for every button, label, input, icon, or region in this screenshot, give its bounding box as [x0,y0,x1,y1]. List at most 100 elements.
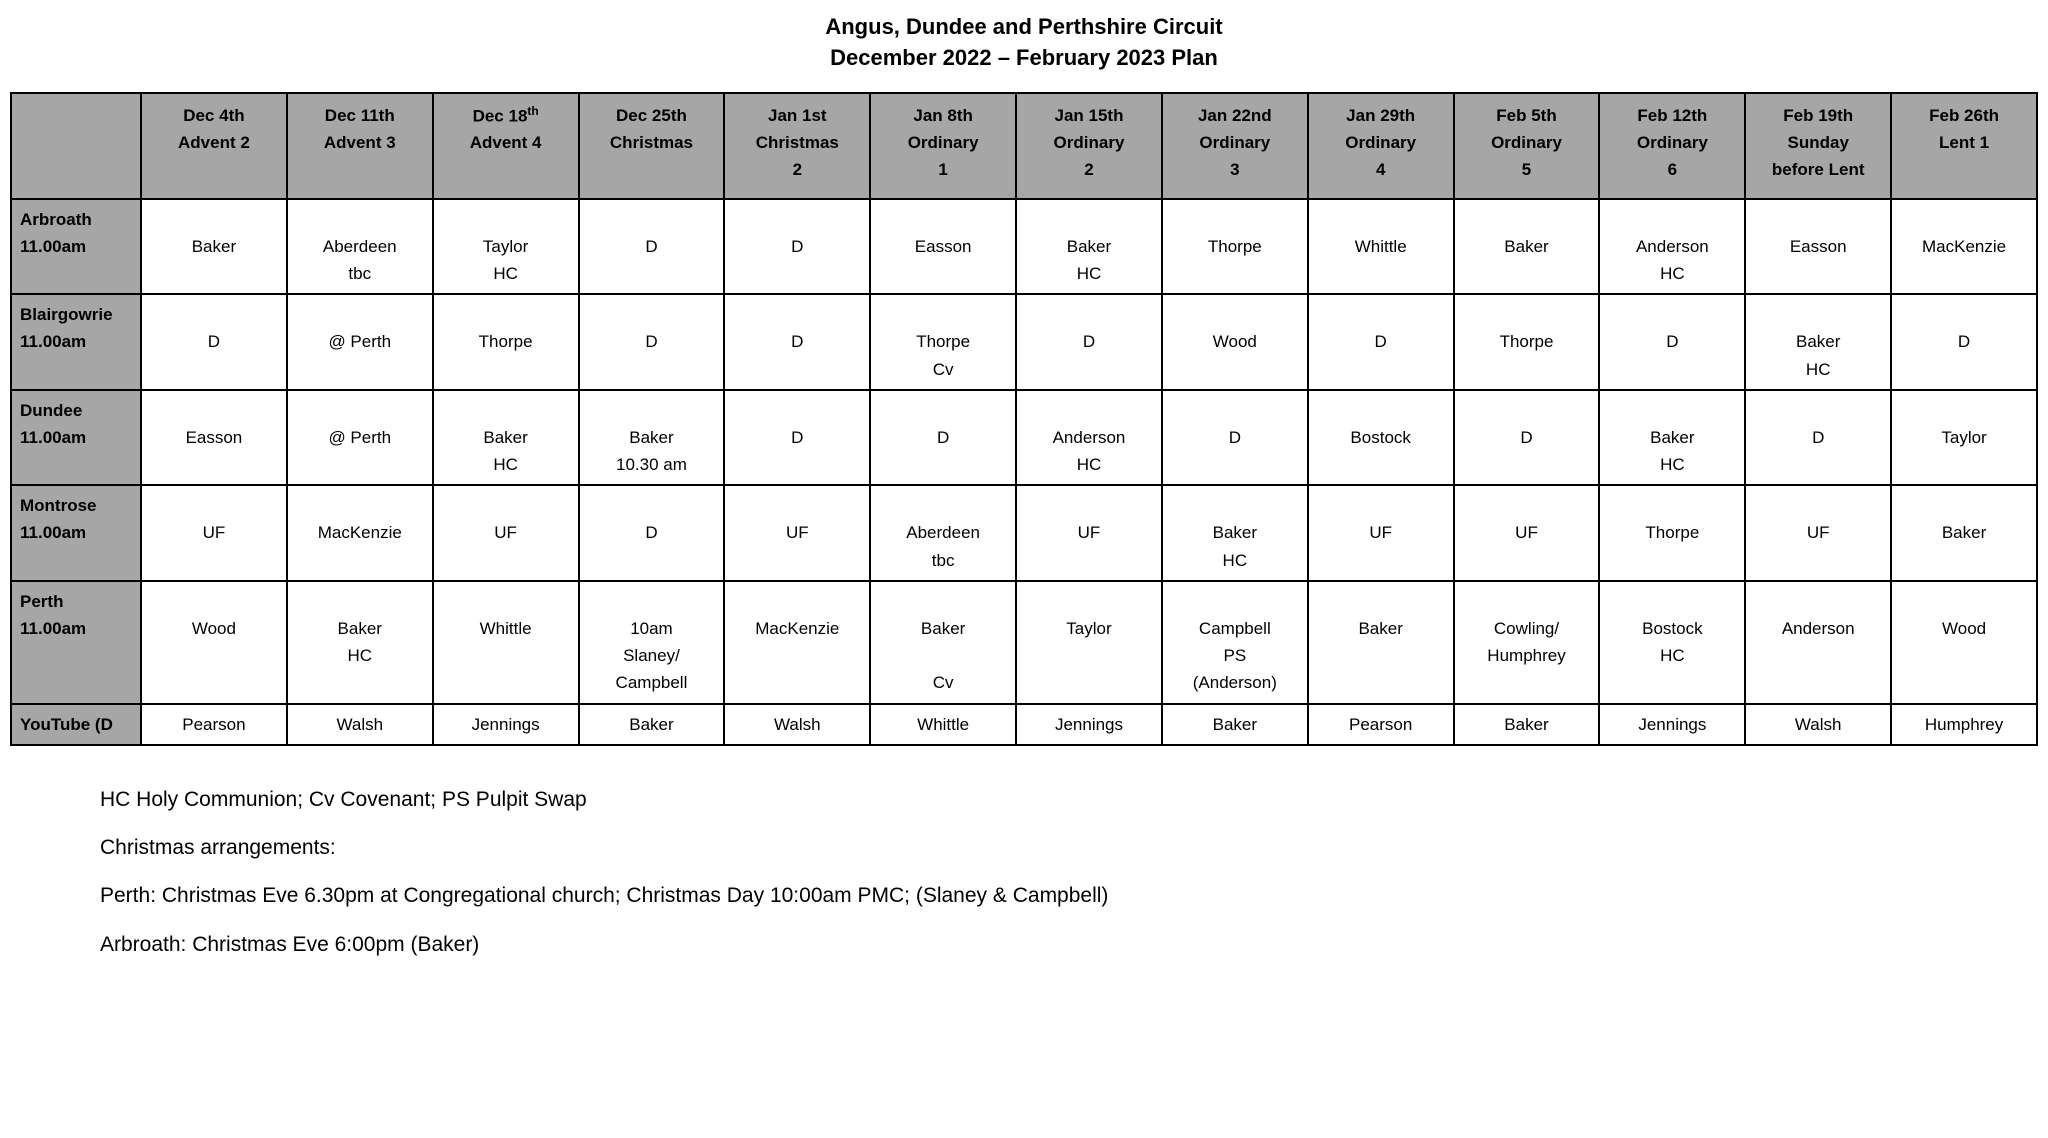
row-header-line2: 11.00am [20,519,136,546]
cell-text: Baker [146,233,282,260]
cell-text: Campbell [1167,615,1303,642]
cell-text: D [729,424,865,451]
cell-text: D [1167,424,1303,451]
page-title: Angus, Dundee and Perthshire Circuit Dec… [10,12,2038,74]
cell-text: Whittle [438,615,574,642]
plan-cell: Anderson [1745,581,1891,704]
date-header: Feb 26thLent 1 [1891,93,2037,199]
cell-text: Aberdeen [875,519,1011,546]
plan-cell: UF [1454,485,1600,581]
cell-padding [1167,301,1303,328]
cell-padding [729,588,865,615]
cell-text: HC [1604,451,1740,478]
cell-padding [1021,492,1157,519]
cell-text: HC [292,642,428,669]
note-line: Christmas arrangements: [100,824,2038,872]
date-header-line1: Jan 22nd [1167,102,1303,129]
cell-text: Wood [1167,328,1303,355]
cell-padding [438,301,574,328]
row-header: Blairgowrie11.00am [11,294,141,390]
plan-cell: Taylor [1891,390,2037,486]
cell-padding [729,206,865,233]
plan-cell: Humphrey [1891,704,2037,745]
plan-cell: D [1891,294,2037,390]
cell-text: UF [1021,519,1157,546]
plan-cell: UF [1308,485,1454,581]
date-header-line2: Ordinary [1313,129,1449,156]
date-header-line3: 2 [729,156,865,183]
header-row: Dec 4thAdvent 2Dec 11thAdvent 3Dec 18thA… [11,93,2037,199]
date-header: Feb 19thSundaybefore Lent [1745,93,1891,199]
cell-text: HC [438,451,574,478]
table-row: Arbroath11.00am Baker Aberdeentbc Taylor… [11,199,2037,295]
date-header-line3: 3 [1167,156,1303,183]
cell-padding [1167,206,1303,233]
cell-text: Baker [875,615,1011,642]
plan-cell: D [579,199,725,295]
cell-padding [1750,206,1886,233]
cell-text: Bostock [1604,615,1740,642]
cell-padding [1021,397,1157,424]
cell-padding [1459,588,1595,615]
plan-cell: D [1745,390,1891,486]
row-header: YouTube (D [11,704,141,745]
date-header-line3: 6 [1604,156,1740,183]
cell-text: Baker [1167,519,1303,546]
cell-text: D [729,233,865,260]
cell-padding [1021,301,1157,328]
cell-text: Wood [146,615,282,642]
table-row: Blairgowrie11.00am D @ Perth Thorpe D D … [11,294,2037,390]
plan-cell: 10amSlaney/Campbell [579,581,725,704]
cell-padding [1896,397,2032,424]
cell-padding [1750,588,1886,615]
row-header: Perth11.00am [11,581,141,704]
plan-cell: D [724,294,870,390]
plan-cell: Whittle [433,581,579,704]
date-header-sup: th [527,104,538,118]
cell-padding [584,588,720,615]
date-header-line3: before Lent [1750,156,1886,183]
cell-text: tbc [292,260,428,287]
date-header: Feb 12thOrdinary6 [1599,93,1745,199]
date-header-line2: Advent 4 [438,129,574,156]
cell-padding [729,301,865,328]
cell-text: Whittle [1313,233,1449,260]
cell-text: Baker [1604,424,1740,451]
cell-padding [1604,206,1740,233]
date-header-line2: Ordinary [1459,129,1595,156]
cell-padding [729,492,865,519]
cell-text: D [729,328,865,355]
plan-cell: Baker Cv [870,581,1016,704]
cell-padding [1459,492,1595,519]
cell-padding [1604,301,1740,328]
row-header-line2: 11.00am [20,328,136,355]
date-header-line3: 1 [875,156,1011,183]
row-header-line2: 11.00am [20,424,136,451]
row-header-line1: Arbroath [20,206,136,233]
cell-text: 10am [584,615,720,642]
cell-text: Aberdeen [292,233,428,260]
date-header-line1: Dec 18th [438,102,574,130]
cell-text: Thorpe [1459,328,1595,355]
plan-cell: Easson [141,390,287,486]
cell-text: Baker [1459,711,1595,738]
plan-cell: Easson [1745,199,1891,295]
plan-cell: ThorpeCv [870,294,1016,390]
cell-text: D [1459,424,1595,451]
cell-text: UF [146,519,282,546]
cell-text: D [1021,328,1157,355]
cell-text: Thorpe [875,328,1011,355]
plan-cell: Baker [1454,199,1600,295]
cell-text: Baker [1459,233,1595,260]
cell-text: HC [1604,260,1740,287]
cell-text: D [1604,328,1740,355]
cell-text: Baker [438,424,574,451]
cell-text: Jennings [1021,711,1157,738]
row-header: Montrose11.00am [11,485,141,581]
plan-cell: Baker [141,199,287,295]
date-header-line2: Lent 1 [1896,129,2032,156]
plan-cell: D [579,294,725,390]
cell-text: Baker [1021,233,1157,260]
cell-padding [292,492,428,519]
date-header: Jan 29thOrdinary4 [1308,93,1454,199]
